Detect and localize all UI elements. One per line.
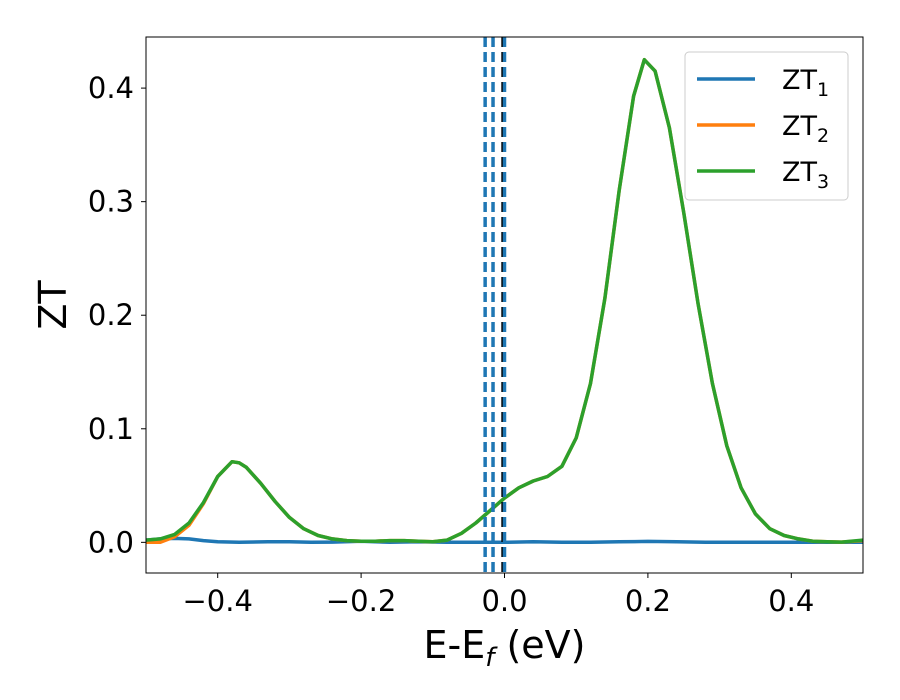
y-axis-label: ZT <box>31 280 75 330</box>
x-tick-label: 0.0 <box>481 584 527 618</box>
legend: ZT1 ZT2 ZT3 <box>684 51 849 201</box>
series-line-3 <box>146 57 863 544</box>
y-tick-label: 0.3 <box>88 185 134 219</box>
y-tick-label: 0.0 <box>88 525 134 559</box>
axis-ticks: −0.4 −0.2 0.0 0.2 0.4 0.0 0.1 0.2 0.3 0.4 <box>88 71 814 618</box>
legend-label-1: ZT1 <box>782 65 829 101</box>
y-tick-label: 0.4 <box>88 71 134 105</box>
plot-area <box>146 37 863 573</box>
legend-box <box>684 51 849 201</box>
y-tick-label: 0.1 <box>88 412 134 446</box>
legend-label-2: ZT2 <box>782 111 829 147</box>
x-axis-label: E-Ef (eV) <box>424 623 586 673</box>
series-line-1 <box>146 536 863 545</box>
legend-label-3: ZT3 <box>782 157 829 193</box>
plot-clip-group <box>146 37 863 573</box>
x-tick-label: −0.2 <box>326 584 396 618</box>
x-tick-label: 0.2 <box>625 584 671 618</box>
x-axis-label-unit: (eV) <box>494 623 585 667</box>
x-tick-label: −0.4 <box>182 584 252 618</box>
x-tick-label: 0.4 <box>768 584 814 618</box>
y-tick-label: 0.2 <box>88 298 134 332</box>
x-axis-label-main: E-E <box>424 623 486 667</box>
